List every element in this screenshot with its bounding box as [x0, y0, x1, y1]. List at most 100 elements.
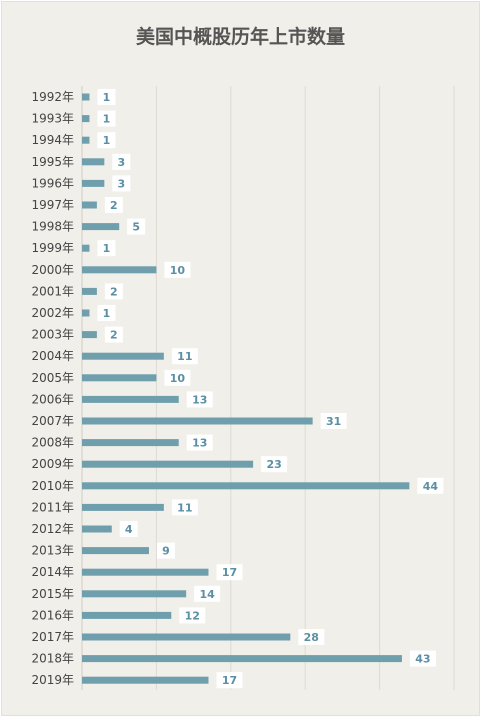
bar	[82, 374, 157, 382]
data-label-box	[112, 175, 131, 192]
data-label: 9	[162, 545, 170, 558]
data-label: 11	[177, 350, 192, 363]
bar	[82, 115, 90, 123]
bar	[82, 460, 254, 468]
category-label: 1992年	[31, 90, 74, 104]
data-label-box	[417, 477, 444, 494]
category-label: 1995年	[31, 155, 74, 169]
bar	[82, 395, 179, 403]
data-label: 28	[304, 631, 319, 644]
data-label-box	[320, 413, 347, 429]
category-label: 2016年	[31, 608, 74, 622]
data-label: 3	[117, 177, 125, 190]
bar	[82, 503, 164, 511]
data-label: 23	[266, 458, 281, 471]
data-label: 17	[222, 674, 237, 687]
data-label-box	[261, 456, 288, 473]
category-label: 2014年	[31, 565, 74, 579]
chart-title: 美国中概股历年上市数量	[135, 26, 345, 48]
bar	[82, 482, 410, 490]
bar	[82, 136, 90, 144]
data-label-box	[97, 89, 116, 105]
bar	[82, 179, 105, 187]
bar	[82, 525, 112, 533]
bar	[82, 309, 90, 317]
data-label-box	[156, 542, 175, 559]
bar	[82, 287, 97, 295]
category-label: 1999年	[31, 241, 74, 255]
category-label: 2001年	[31, 284, 74, 298]
data-label-box	[171, 499, 198, 516]
data-label: 14	[200, 588, 216, 601]
data-label: 44	[423, 480, 439, 493]
data-label-box	[112, 153, 131, 170]
category-label: 1996年	[31, 176, 74, 190]
bar	[82, 266, 157, 274]
data-label-box	[186, 434, 213, 451]
category-label: 2003年	[31, 328, 74, 342]
category-label: 2000年	[31, 263, 74, 277]
bar	[82, 611, 172, 619]
category-label: 2015年	[31, 587, 74, 601]
data-label-box	[164, 261, 191, 278]
data-label-box	[119, 521, 138, 537]
data-label-box	[104, 197, 123, 213]
bar	[82, 158, 105, 166]
bar	[82, 590, 187, 598]
data-label: 17	[222, 566, 237, 579]
category-label: 2009年	[31, 457, 74, 471]
category-label: 1998年	[31, 220, 74, 234]
data-label-box	[97, 132, 116, 149]
data-label: 10	[170, 264, 186, 277]
category-label: 2017年	[31, 630, 74, 644]
category-label: 2012年	[31, 522, 74, 536]
data-label-box	[164, 369, 191, 386]
data-label-box	[97, 240, 116, 257]
category-label: 2006年	[31, 392, 74, 406]
data-label: 12	[185, 609, 200, 622]
bar	[82, 244, 90, 252]
category-label: 2013年	[31, 544, 74, 558]
bar	[82, 547, 149, 555]
data-label-box	[298, 629, 325, 645]
category-label: 2004年	[31, 349, 74, 363]
data-label-box	[104, 326, 123, 343]
data-label-box	[171, 348, 198, 365]
category-label: 2019年	[31, 673, 74, 687]
category-label: 2005年	[31, 371, 74, 385]
bar	[82, 568, 209, 576]
data-label: 1	[103, 91, 111, 104]
data-label: 13	[192, 437, 207, 450]
data-label: 5	[132, 221, 140, 234]
bar	[82, 439, 179, 447]
data-label: 1	[103, 242, 111, 255]
data-label: 13	[192, 393, 207, 406]
data-label: 31	[326, 415, 341, 428]
data-label-box	[97, 305, 116, 321]
bar	[82, 331, 97, 339]
category-label: 2011年	[31, 500, 74, 514]
bar	[82, 93, 90, 101]
data-label: 11	[177, 501, 192, 514]
data-label-box	[409, 650, 436, 667]
data-label: 1	[103, 307, 111, 320]
category-label: 2002年	[31, 306, 74, 320]
data-label: 43	[415, 653, 430, 666]
category-label: 2010年	[31, 479, 74, 493]
data-label: 2	[110, 285, 118, 298]
data-label: 2	[110, 329, 118, 342]
category-label: 1993年	[31, 112, 74, 126]
category-label: 2018年	[31, 652, 74, 666]
data-label-box	[194, 585, 221, 602]
bar	[82, 655, 402, 663]
data-label-box	[186, 391, 213, 408]
data-label: 10	[170, 372, 186, 385]
data-label-box	[104, 283, 123, 300]
data-label: 4	[125, 523, 133, 536]
data-label-box	[179, 607, 206, 624]
data-label-box	[216, 672, 243, 689]
category-label: 2008年	[31, 436, 74, 450]
data-label: 3	[117, 156, 125, 169]
